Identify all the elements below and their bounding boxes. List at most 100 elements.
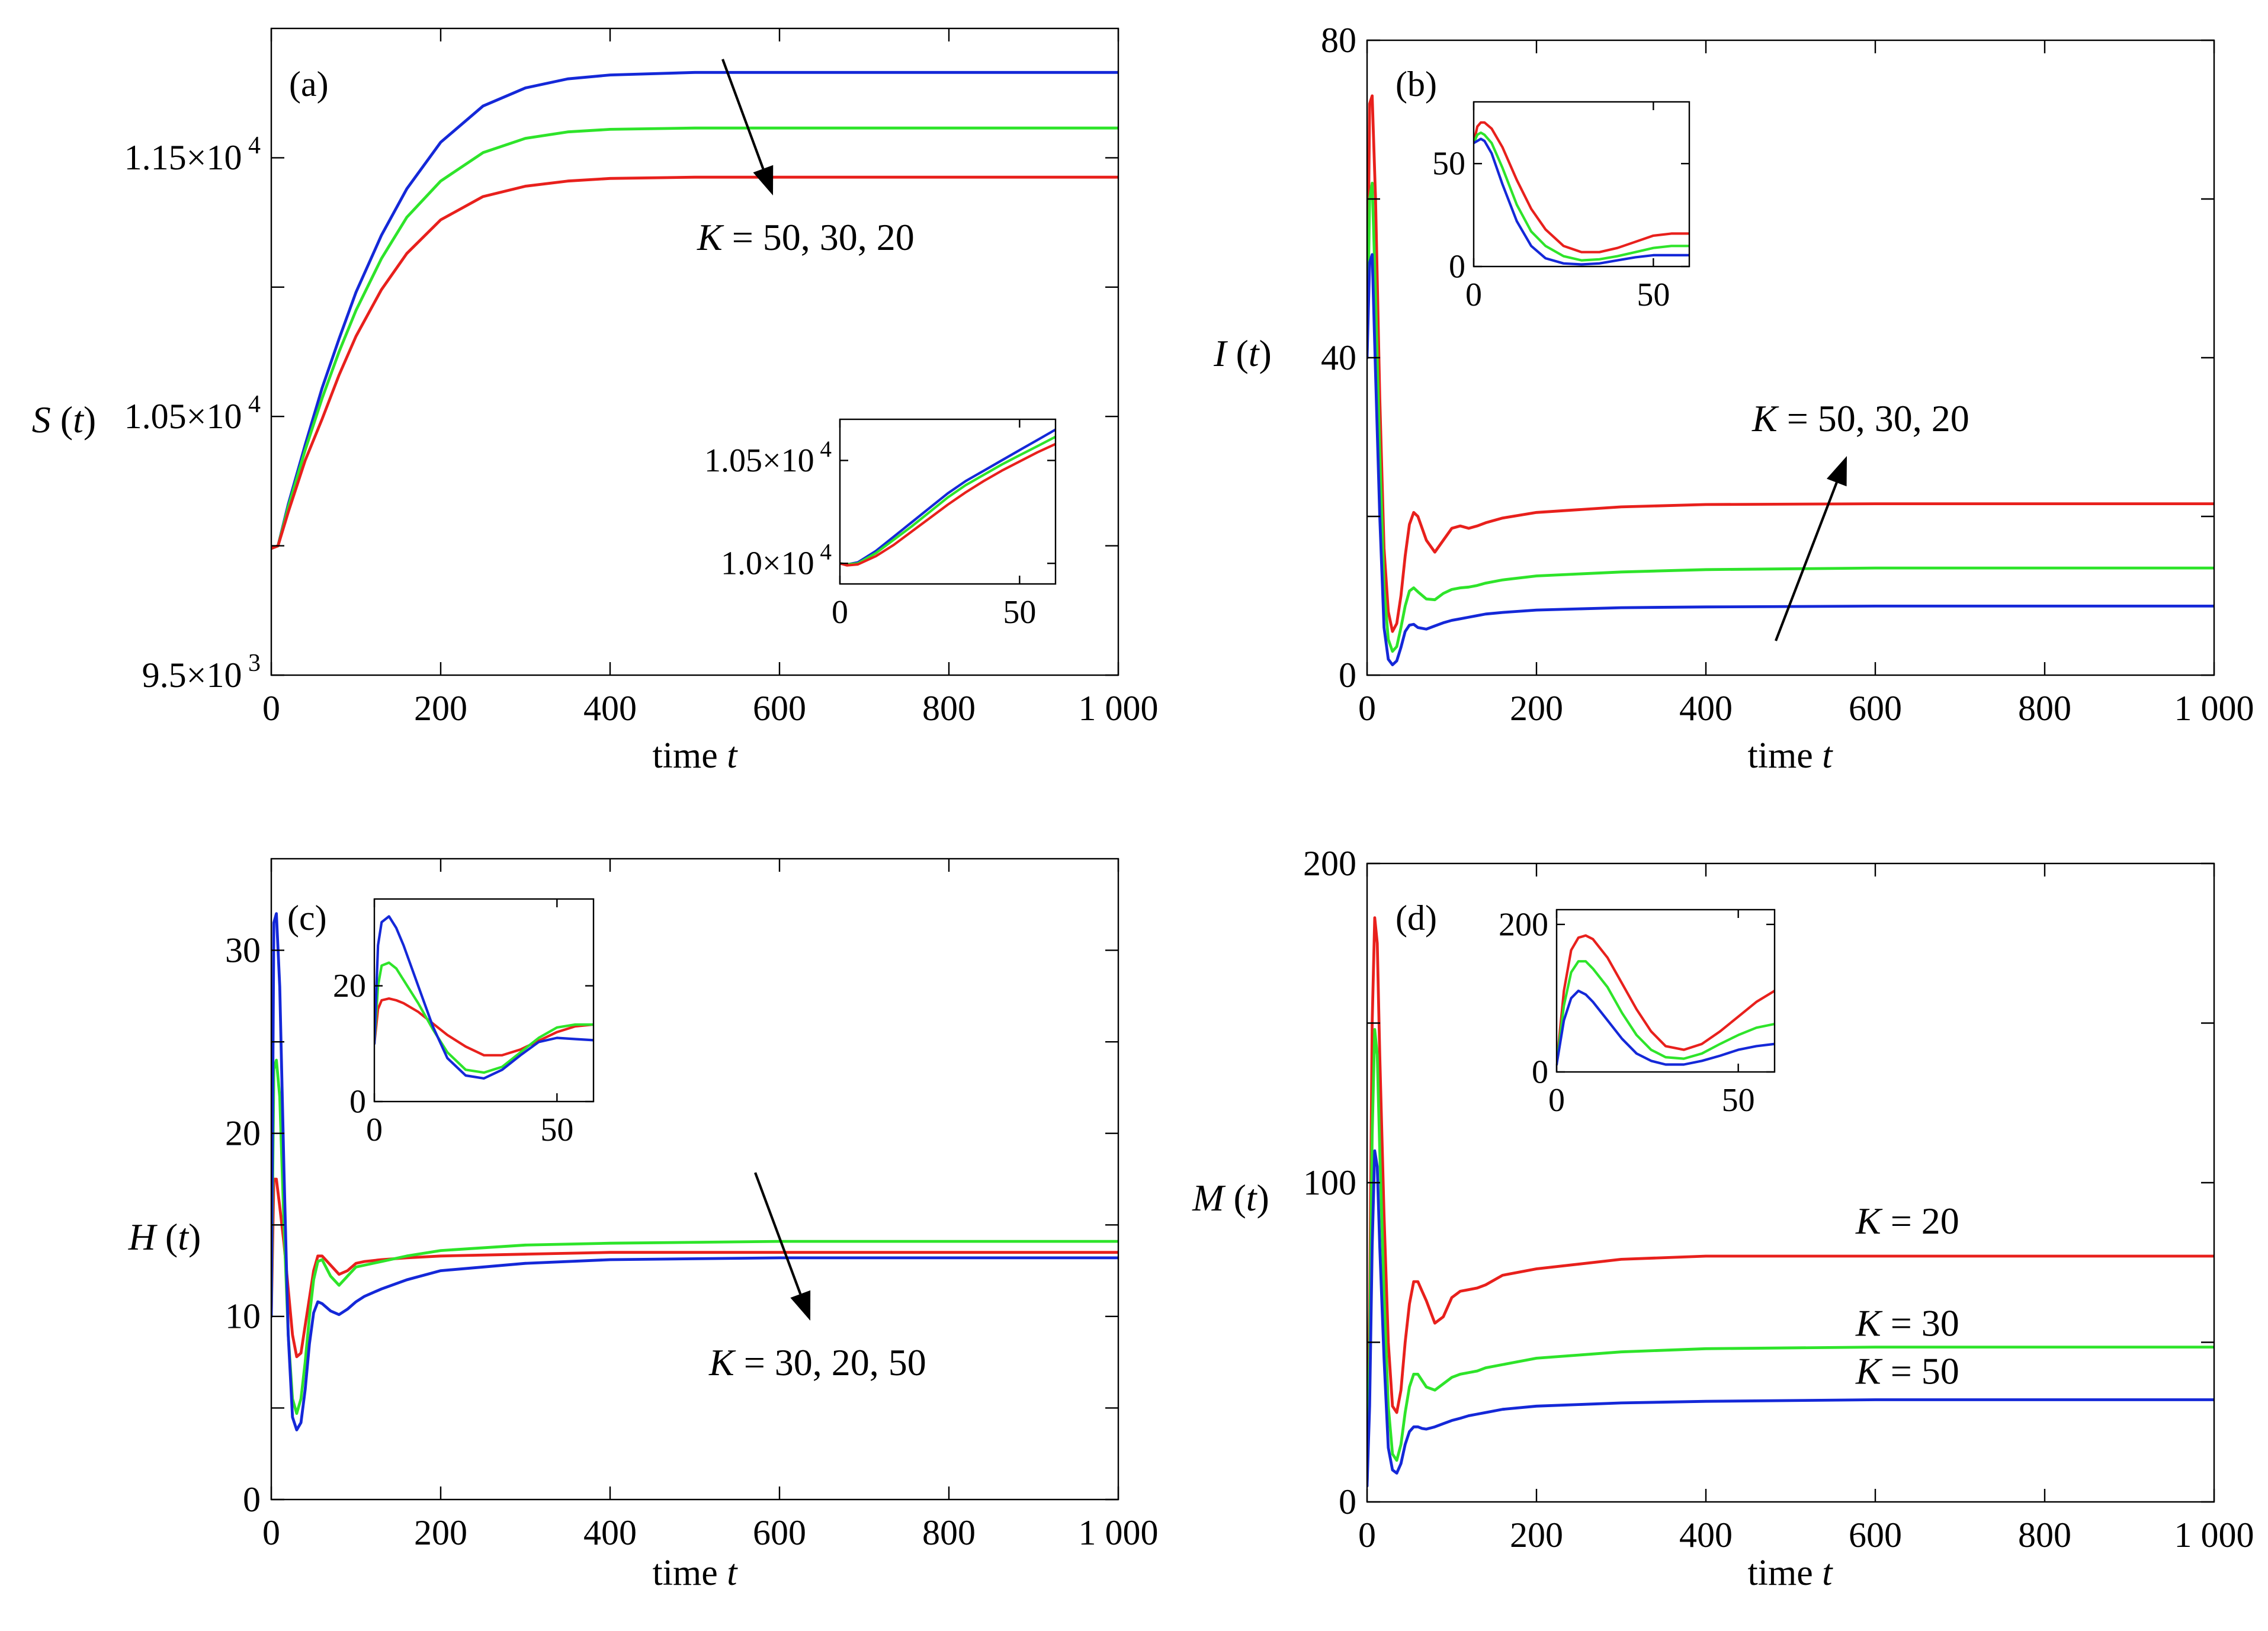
panel-c-arrow-head — [790, 1290, 811, 1321]
panel-c-inset-series-blue-line — [374, 915, 594, 1080]
panel-c-ylabel: H (t) — [128, 1216, 201, 1258]
panel-b-xlabel: time t — [1748, 736, 1834, 776]
panel-b-series-green-line — [1367, 181, 2214, 653]
panel-d-xtick-label: 0 — [1358, 1516, 1376, 1555]
panel-d-xlabel: time t — [1748, 1553, 1834, 1593]
panel-d-series-group — [1367, 916, 2214, 1488]
panel-a-inset-axes: 0 50 1.0×10 4 1.05×10 4 — [704, 418, 1057, 631]
panel-c-xtick-label: 1 000 — [1079, 1513, 1159, 1552]
panel-d-ytick-label: 0 — [1339, 1482, 1356, 1521]
panel-b-inset-xtick-label: 0 — [1465, 277, 1482, 313]
panel-b-inset-series-red-line — [1474, 121, 1689, 253]
panel-b-annotation: K = 50, 30, 20 — [1751, 397, 1969, 439]
panel-d-ytick-label: 200 — [1303, 844, 1356, 883]
panel-b-arrow-shaft — [1775, 482, 1838, 641]
panel-a-inset-xtick-label: 50 — [1003, 594, 1036, 631]
panel-d-inset-xtick-label: 50 — [1722, 1082, 1755, 1119]
panel-a-xlabel: time t — [653, 736, 739, 776]
panel-b-arrow-head — [1826, 456, 1847, 487]
panel-d-ylabel: M (t) — [1192, 1177, 1269, 1219]
panel-b-inset-ytick-label: 0 — [1449, 248, 1465, 285]
panel-d-inset-xtick-label: 0 — [1548, 1082, 1565, 1119]
panel-c-series-green-line — [271, 1058, 1118, 1415]
panel-c-inset-series-group — [374, 915, 594, 1080]
panel-c-ytick-label: 20 — [225, 1114, 261, 1153]
panel-b-xtick-label: 800 — [2018, 689, 2071, 728]
panel-c-ytick-label: 0 — [243, 1480, 261, 1519]
panel-b-xtick-label: 0 — [1358, 689, 1376, 728]
panel-a-arrow — [721, 59, 774, 195]
panel-c-series-red-line — [271, 1177, 1118, 1359]
panel-d-inset: 0 50 0 200 — [1499, 906, 1776, 1119]
panel-a-xtick-label: 200 — [414, 689, 467, 728]
panel-d-xtick-label: 400 — [1679, 1516, 1733, 1555]
panel-d-inset-series-red-line — [1557, 934, 1775, 1066]
panel-b-inset-bg — [1474, 102, 1689, 267]
panel-b-inset-series-blue-line — [1474, 137, 1689, 266]
panel-b-xtick-label: 400 — [1679, 689, 1733, 728]
panel-d-inset-axes: 0 50 0 200 — [1499, 906, 1776, 1119]
panel-a-series-green-line — [271, 126, 1118, 550]
panel-c-ytick-label: 10 — [225, 1297, 261, 1336]
panel-b-ytick-label: 0 — [1339, 656, 1356, 695]
panel-c-series-blue-line — [271, 912, 1118, 1431]
panel-a-inset-ytick-label: 1.05×10 4 — [704, 436, 832, 479]
panel-d-inset-ytick-label: 200 — [1499, 906, 1548, 943]
panel-d-inset-series-green-line — [1557, 960, 1775, 1066]
panel-d-xtick-label: 1 000 — [2174, 1516, 2254, 1555]
panel-d-series-green-line — [1367, 1028, 2214, 1488]
panel-c-xtick-label: 0 — [262, 1513, 280, 1552]
panel-a-ylabel: S (t) — [32, 399, 96, 441]
panel-a-arrow-head — [753, 165, 774, 195]
panel-d-inset-series-blue-line — [1557, 989, 1775, 1066]
panel-a-inset-bg — [840, 419, 1056, 584]
panel-b-ytick-label: 40 — [1321, 338, 1356, 377]
panel-d-series-label: K = 20 — [1855, 1200, 1959, 1242]
panel-c-inset-ytick-label: 20 — [333, 968, 366, 1004]
panel-b-inset-ytick-label: 50 — [1432, 146, 1465, 182]
panel-d-label: (d) — [1396, 898, 1437, 937]
panel-a-axes: 0 200 400 600 800 1 000 9.5×10 3 1.05×10 4 1.15×… — [124, 27, 1159, 728]
panel-a-xtick-label: 1 000 — [1079, 689, 1159, 728]
panel-d-ytick-label: 100 — [1303, 1163, 1356, 1202]
panel-a-series-group — [271, 70, 1118, 550]
panel-c-xtick-label: 200 — [414, 1513, 467, 1552]
panel-c-xlabel: time t — [653, 1553, 739, 1593]
panel-b-label: (b) — [1396, 65, 1437, 104]
panel-d-series-blue-line — [1367, 1149, 2214, 1488]
panel-c-inset-series-red-line — [374, 997, 594, 1057]
panel-b-axes: 0 200 400 600 800 1 000 0 40 80 — [1321, 21, 2254, 728]
panel-d-xtick-label: 600 — [1849, 1516, 1902, 1555]
panel-c-arrow — [754, 1172, 811, 1321]
panel-a-xtick-label: 800 — [922, 689, 976, 728]
panel-a-annotation: K = 50, 30, 20 — [697, 216, 915, 258]
panel-d-series-label: K = 30 — [1855, 1302, 1959, 1344]
panel-a-xtick-label: 400 — [583, 689, 637, 728]
panel-d-inset-bg — [1557, 910, 1775, 1072]
panel-a-inset: 0 50 1.0×10 4 1.05×10 4 — [704, 418, 1057, 631]
panel-d-inset-series-group — [1557, 934, 1775, 1066]
panel-c-ytick-label: 30 — [225, 930, 261, 969]
panel-c-inset-xtick-label: 50 — [540, 1112, 573, 1148]
panel-d-series-label: K = 50 — [1855, 1350, 1959, 1392]
panel-c-xtick-label: 600 — [753, 1513, 806, 1552]
panel-a-label: (a) — [289, 65, 329, 104]
panel-d: 0 200 400 600 800 1 000 0 100 200 (d) M (t) time t K… — [1192, 844, 2254, 1593]
panel-c-inset-ytick-label: 0 — [349, 1083, 366, 1120]
panel-c-arrow-shaft — [754, 1172, 802, 1295]
panel-c-inset-xtick-label: 0 — [366, 1112, 383, 1148]
panel-b-inset-xtick-label: 50 — [1637, 277, 1670, 313]
panel-a-ytick-label: 9.5×10 3 — [142, 650, 261, 695]
panel-a-inset-series-group — [840, 428, 1056, 567]
panel-d-inset-plot-frame — [1555, 908, 1776, 1073]
panel-a-inset-plot-frame — [839, 418, 1057, 585]
panel-c-inset: 0 50 0 20 — [333, 898, 595, 1148]
panel-d-axes: 0 200 400 600 800 1 000 0 100 200 — [1303, 844, 2254, 1555]
panel-a-inset-xtick-label: 0 — [832, 594, 848, 631]
panel-b-inset: 0 50 0 50 — [1432, 101, 1690, 313]
panel-b-ytick-label: 80 — [1321, 21, 1356, 60]
panel-b-inset-plot-frame — [1473, 101, 1690, 268]
panel-a-xtick-label: 600 — [753, 689, 806, 728]
